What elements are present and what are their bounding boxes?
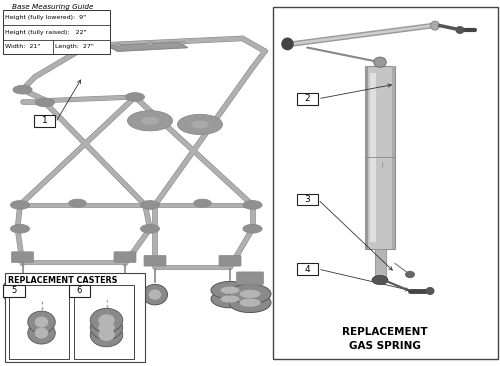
Bar — [272, 7, 498, 359]
Ellipse shape — [13, 283, 32, 290]
Bar — [297, 263, 318, 275]
Ellipse shape — [35, 317, 48, 328]
Ellipse shape — [456, 26, 464, 34]
Text: Base Measuring Guide: Base Measuring Guide — [12, 4, 94, 10]
Ellipse shape — [220, 287, 240, 294]
Ellipse shape — [38, 322, 43, 326]
Text: 5: 5 — [12, 287, 16, 295]
Ellipse shape — [98, 322, 115, 334]
Ellipse shape — [102, 320, 108, 324]
Ellipse shape — [68, 199, 86, 207]
Ellipse shape — [90, 315, 123, 340]
Bar — [392, 66, 395, 249]
Bar — [4, 285, 24, 297]
Text: Width:  21": Width: 21" — [4, 44, 40, 49]
Ellipse shape — [35, 328, 48, 339]
Text: 1: 1 — [42, 116, 48, 125]
FancyBboxPatch shape — [144, 255, 166, 266]
Ellipse shape — [229, 284, 271, 304]
Text: REPLACEMENT CASTERS: REPLACEMENT CASTERS — [8, 276, 117, 285]
Ellipse shape — [140, 224, 160, 233]
Ellipse shape — [211, 281, 249, 299]
Bar — [2, 10, 110, 54]
Ellipse shape — [426, 287, 434, 295]
Text: Length:  27": Length: 27" — [55, 44, 94, 49]
Ellipse shape — [98, 314, 115, 326]
Bar — [68, 285, 89, 297]
Ellipse shape — [98, 329, 115, 341]
Ellipse shape — [191, 120, 209, 128]
Ellipse shape — [282, 38, 294, 50]
Ellipse shape — [90, 323, 123, 347]
Text: REPLACEMENT
GAS SPRING: REPLACEMENT GAS SPRING — [342, 326, 428, 351]
Ellipse shape — [4, 278, 42, 295]
Bar — [297, 194, 318, 205]
Ellipse shape — [211, 290, 249, 308]
Ellipse shape — [178, 114, 222, 134]
Ellipse shape — [10, 201, 29, 209]
Text: 2: 2 — [304, 94, 310, 103]
Ellipse shape — [194, 199, 212, 207]
FancyBboxPatch shape — [236, 272, 264, 284]
Text: 6: 6 — [76, 287, 82, 295]
Ellipse shape — [243, 224, 262, 233]
Bar — [74, 285, 134, 359]
Ellipse shape — [4, 287, 42, 304]
Ellipse shape — [114, 43, 120, 46]
Bar — [374, 249, 386, 276]
Ellipse shape — [106, 276, 144, 306]
Ellipse shape — [229, 293, 271, 313]
Ellipse shape — [372, 276, 388, 285]
Bar — [9, 285, 69, 359]
FancyBboxPatch shape — [219, 255, 241, 266]
Ellipse shape — [28, 322, 55, 344]
FancyBboxPatch shape — [114, 252, 136, 262]
Ellipse shape — [240, 290, 260, 298]
Ellipse shape — [140, 201, 160, 209]
Bar — [34, 115, 56, 127]
Ellipse shape — [126, 93, 144, 101]
Ellipse shape — [147, 42, 153, 46]
Ellipse shape — [374, 57, 386, 67]
Bar — [5, 273, 145, 362]
Ellipse shape — [220, 295, 240, 303]
Bar — [370, 73, 376, 242]
Text: Height (fully lowered):  9": Height (fully lowered): 9" — [4, 15, 86, 20]
Ellipse shape — [13, 292, 32, 299]
Text: Height (fully raised):   22": Height (fully raised): 22" — [4, 30, 86, 35]
FancyBboxPatch shape — [12, 252, 34, 262]
Ellipse shape — [116, 284, 134, 298]
Ellipse shape — [36, 98, 54, 107]
Text: 4: 4 — [304, 265, 310, 273]
Ellipse shape — [142, 284, 168, 305]
Ellipse shape — [141, 117, 159, 125]
Ellipse shape — [405, 271, 415, 278]
Ellipse shape — [430, 21, 440, 30]
Polygon shape — [108, 42, 188, 51]
Bar — [297, 93, 318, 105]
Ellipse shape — [28, 311, 55, 333]
Ellipse shape — [149, 290, 161, 300]
Ellipse shape — [180, 41, 186, 45]
Ellipse shape — [243, 201, 262, 209]
Bar — [365, 66, 368, 249]
Ellipse shape — [13, 85, 32, 94]
Ellipse shape — [90, 308, 123, 332]
Text: |: | — [382, 162, 384, 168]
Ellipse shape — [10, 224, 29, 233]
Text: 3: 3 — [304, 195, 310, 204]
Bar — [365, 66, 395, 249]
Ellipse shape — [128, 111, 172, 131]
Ellipse shape — [240, 299, 260, 307]
